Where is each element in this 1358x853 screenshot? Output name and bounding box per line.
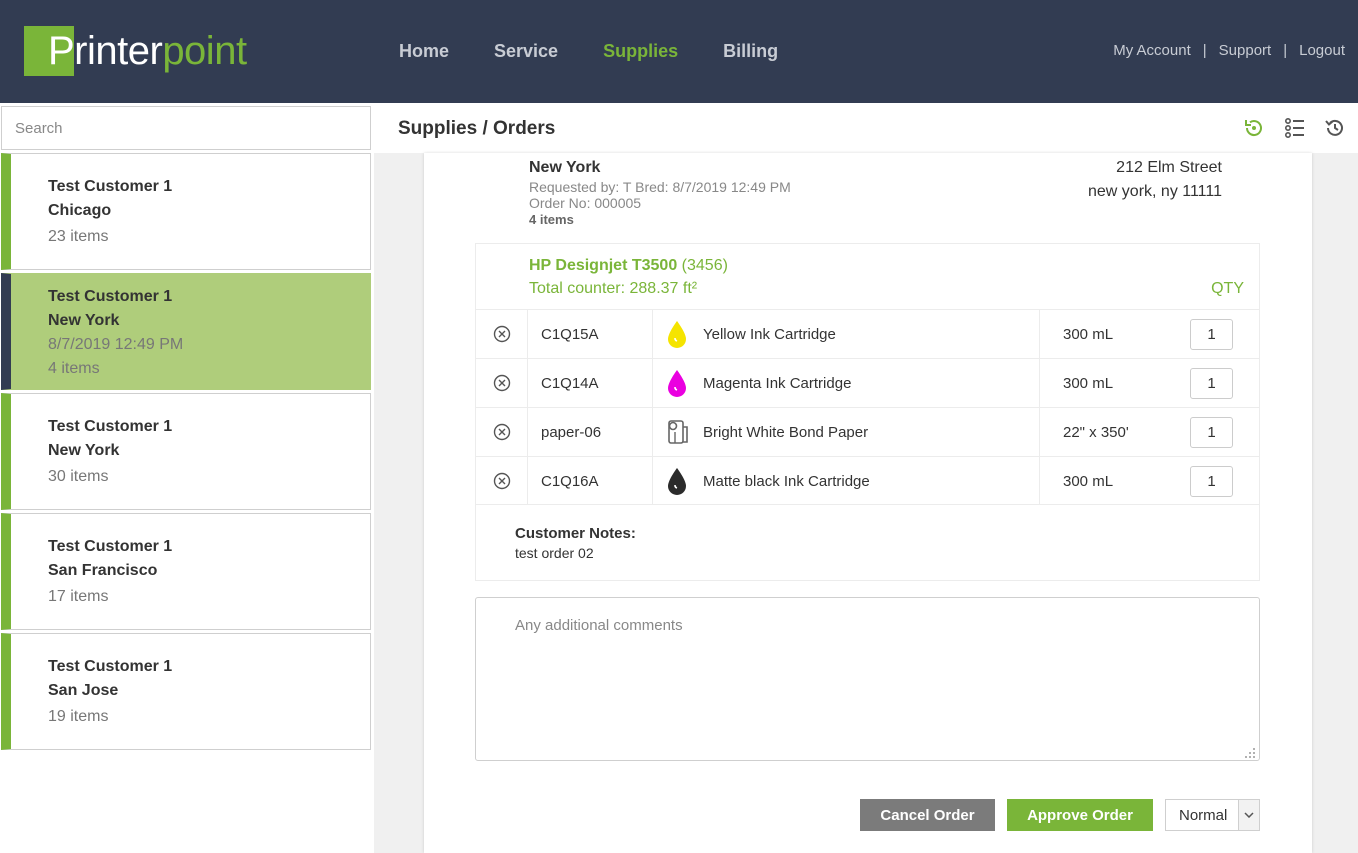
table-row: paper-06 Bright White Bond Paper 22" x 3… [476,407,1259,456]
customer-item-count: 17 items [48,588,109,605]
nav-service[interactable]: Service [494,41,559,61]
customer-card-san-francisco[interactable]: Test Customer 1 San Francisco 17 items [1,513,371,630]
close-circle-icon [493,423,510,441]
cancel-order-button[interactable]: Cancel Order [860,799,995,831]
order-requested-by: Requested by: T Bred: 8/7/2019 12:49 PM [529,179,791,195]
top-header: Printerpoint Home Service Supplies Billi… [0,0,1358,103]
quantity-input[interactable] [1190,368,1233,399]
printer-order-box: HP Designjet T3500 (3456) Total counter:… [475,243,1260,581]
customer-city: New York [48,442,120,459]
close-circle-icon [493,472,510,490]
order-location: New York [529,159,601,176]
remove-item-button[interactable] [476,408,528,456]
customer-item-count: 4 items [48,360,100,377]
paper-roll-icon [668,420,688,444]
support-link[interactable]: Support [1218,42,1272,59]
nav-billing[interactable]: Billing [723,41,779,61]
customer-item-count: 23 items [48,228,109,245]
remove-item-button[interactable] [476,359,528,407]
logout-link[interactable]: Logout [1299,42,1345,59]
priority-select[interactable]: Normal [1165,799,1260,831]
item-name: Yellow Ink Cartridge [703,325,836,343]
printerpoint-logo[interactable]: Printerpoint [24,26,247,76]
refresh-icon[interactable] [1243,117,1265,139]
address-line-2: new york, ny 11111 [1088,183,1222,200]
customer-notes-text: test order 02 [515,545,594,561]
black-ink-drop-icon [668,468,686,495]
customer-name: Test Customer 1 [48,288,173,305]
customer-city: Chicago [48,202,112,219]
customer-notes-label: Customer Notes: [515,525,636,542]
customer-name: Test Customer 1 [48,418,173,435]
nav-home[interactable]: Home [399,41,450,61]
qty-header: QTY [1211,280,1244,297]
item-sku: paper-06 [528,408,653,456]
magenta-ink-drop-icon [668,370,686,397]
customer-city: San Jose [48,682,119,699]
item-size: 300 mL [1063,374,1114,392]
priority-value: Normal [1179,807,1228,824]
quantity-input[interactable] [1190,319,1233,350]
item-name: Matte black Ink Cartridge [703,472,870,490]
item-name: Bright White Bond Paper [703,423,869,441]
customer-card-san-jose[interactable]: Test Customer 1 San Jose 19 items [1,633,371,750]
item-sku: C1Q15A [528,310,653,358]
item-sku: C1Q14A [528,359,653,407]
printer-id: (3456) [681,257,728,274]
customer-item-count: 19 items [48,708,109,725]
customer-name: Test Customer 1 [48,178,173,195]
main-content: Supplies / Orders New York Requested by:… [374,103,1358,853]
item-name: Magenta Ink Cartridge [703,374,852,392]
history-icon[interactable] [1324,117,1346,139]
order-item-count: 4 items [529,212,574,227]
printer-model: HP Designjet T3500 [529,257,678,274]
link-separator: | [1283,42,1288,59]
close-circle-icon [493,325,510,343]
quantity-input[interactable] [1190,466,1233,497]
table-row: C1Q15A Yellow Ink Cartridge 300 mL [476,309,1259,358]
yellow-ink-drop-icon [668,321,686,348]
customer-card-new-york[interactable]: Test Customer 1 New York 30 items [1,393,371,510]
order-panel: New York Requested by: T Bred: 8/7/2019 … [424,153,1312,853]
printer-counter: Total counter: 288.37 ft² [529,280,698,297]
table-row: C1Q16A Matte black Ink Cartridge 300 mL [476,456,1259,505]
order-number: Order No: 000005 [529,195,642,211]
item-size: 22" x 350' [1063,423,1129,441]
logo-text-point: point [162,29,247,73]
address-line-1: 212 Elm Street [1116,159,1222,176]
close-circle-icon [493,374,510,392]
quantity-input[interactable] [1190,417,1233,448]
customer-item-count: 30 items [48,468,109,485]
customer-sidebar: Test Customer 1 Chicago 23 items Test Cu… [0,103,374,853]
remove-item-button[interactable] [476,310,528,358]
list-icon[interactable] [1284,117,1306,139]
customer-city: New York [48,312,120,329]
my-account-link[interactable]: My Account [1113,42,1191,59]
logo-square [24,26,74,76]
customer-city: San Francisco [48,562,158,579]
item-sku: C1Q16A [528,457,653,505]
main-header: Supplies / Orders [374,103,1358,153]
chevron-down-icon [1238,800,1259,830]
customer-card-chicago[interactable]: Test Customer 1 Chicago 23 items [1,153,371,270]
item-size: 300 mL [1063,472,1114,490]
approve-order-button[interactable]: Approve Order [1007,799,1153,831]
main-nav: Home Service Supplies Billing [399,40,823,62]
customer-name: Test Customer 1 [48,658,173,675]
search-input[interactable] [1,106,371,150]
customer-name: Test Customer 1 [48,538,173,555]
link-separator: | [1202,42,1207,59]
remove-item-button[interactable] [476,457,528,505]
comments-textarea[interactable] [475,597,1260,761]
nav-supplies[interactable]: Supplies [603,41,679,61]
logo-text-printer: Printer [48,29,163,73]
printer-title: HP Designjet T3500 (3456) [529,257,728,275]
account-links: My Account | Support | Logout [1113,42,1345,60]
resize-grip-icon[interactable] [1244,747,1256,759]
item-size: 300 mL [1063,325,1114,343]
page-title: Supplies / Orders [398,118,556,139]
table-row: C1Q14A Magenta Ink Cartridge 300 mL [476,358,1259,407]
customer-order-date: 8/7/2019 12:49 PM [48,336,184,353]
customer-card-new-york-selected[interactable]: Test Customer 1 New York 8/7/2019 12:49 … [1,273,371,390]
